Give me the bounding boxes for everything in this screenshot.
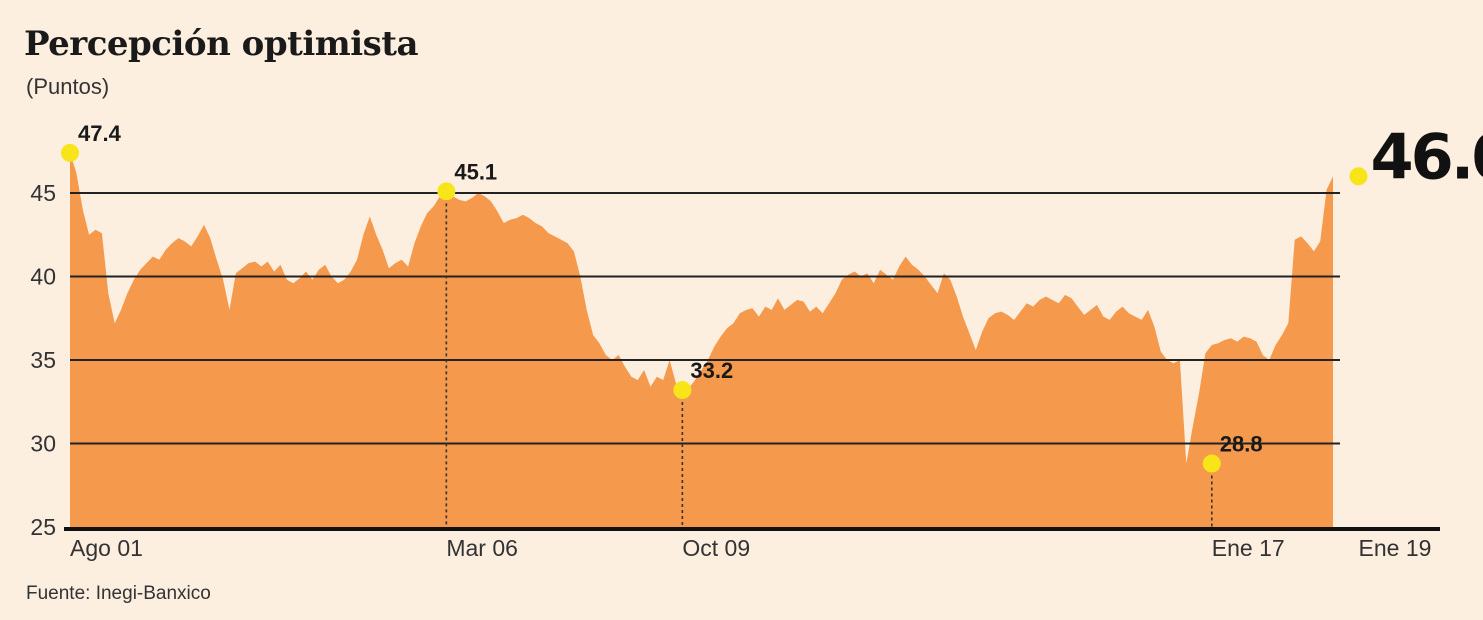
chart-title: Percepción optimista [24,24,419,64]
x-tick-label: Ene 19 [1359,535,1432,561]
highlight-marker [1202,454,1221,473]
highlight-marker [673,381,692,400]
data-label: 47.4 [78,121,122,146]
y-tick-label-25: 25 [30,514,56,540]
highlight-marker [1349,167,1368,186]
data-label: 33.2 [690,358,733,383]
y-tick-label-35: 35 [30,347,56,373]
y-tick-label-30: 30 [30,431,56,457]
x-tick-label: Ene 17 [1212,535,1285,561]
data-label: 28.8 [1220,432,1263,457]
x-tick-label: Mar 06 [446,535,518,561]
data-label: 45.1 [454,159,497,184]
y-tick-label-45: 45 [30,180,56,206]
source-note: Fuente: Inegi-Banxico [26,583,211,604]
highlight-marker [61,143,79,162]
x-tick-label: Ago 01 [70,535,143,561]
highlight-marker [437,182,456,201]
chart-subtitle: (Puntos) [26,74,110,99]
latest-value-label: 46.0 [1371,120,1483,193]
x-tick-label: Oct 09 [682,535,750,561]
y-tick-label-40: 40 [30,264,56,290]
area-series [70,152,1333,527]
